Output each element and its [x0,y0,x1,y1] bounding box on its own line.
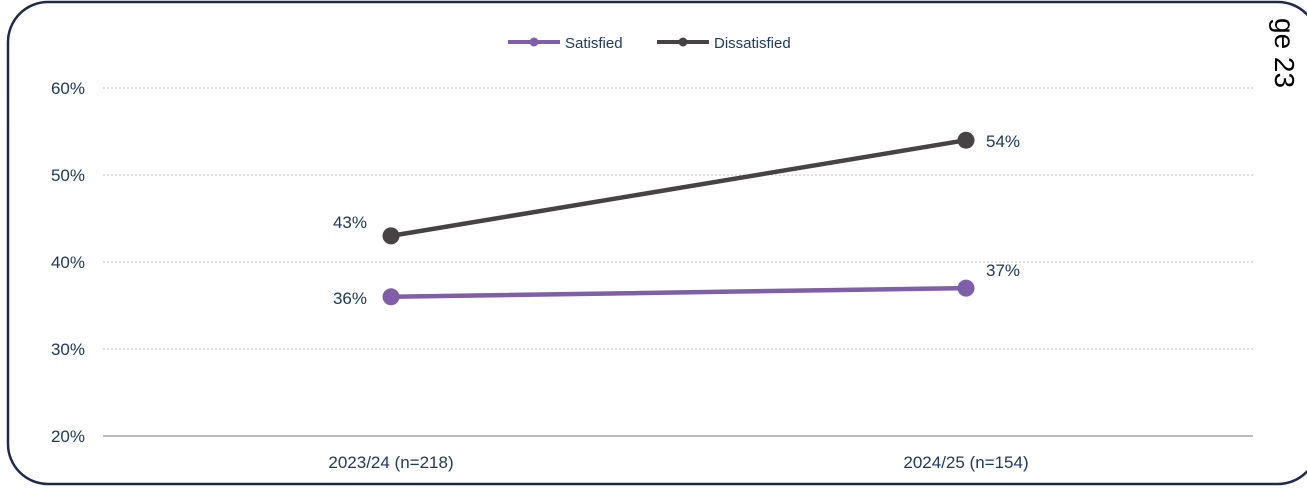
y-tick-label: 40% [51,253,85,272]
data-label: 43% [333,213,367,232]
data-point [382,288,400,306]
data-point [382,227,400,245]
x-tick-label: 2023/24 (n=218) [328,453,453,472]
y-tick-label: 50% [51,166,85,185]
x-tick-label: 2024/25 (n=154) [903,453,1028,472]
legend-swatch-marker [678,37,688,47]
data-label: 36% [333,289,367,308]
data-point [957,131,975,149]
series-lines [382,131,975,306]
legend-item-satisfied: Satisfied [508,35,623,52]
y-tick-label: 20% [51,427,85,446]
legend: Satisfied Dissatisfied [508,35,791,52]
data-label: 54% [986,132,1020,151]
legend-label: Satisfied [565,35,623,52]
series-line-satisfied [388,285,969,300]
data-label: 37% [986,261,1020,280]
y-tick-label: 30% [51,340,85,359]
chart-border [6,0,1307,486]
legend-swatch-marker [529,37,539,47]
series-line-dissatisfied [388,137,969,239]
axes: 20% 30% 40% 50% 60% 2023/24 (n=218) 2024/25 (n… [51,79,1253,472]
legend-label: Dissatisfied [714,35,791,52]
data-labels: 36% 37% 43% 54% [333,132,1020,308]
page-label: ge 23 [1269,18,1300,88]
legend-item-dissatisfied: Dissatisfied [657,35,791,52]
y-tick-label: 60% [51,79,85,98]
data-point [957,279,975,297]
